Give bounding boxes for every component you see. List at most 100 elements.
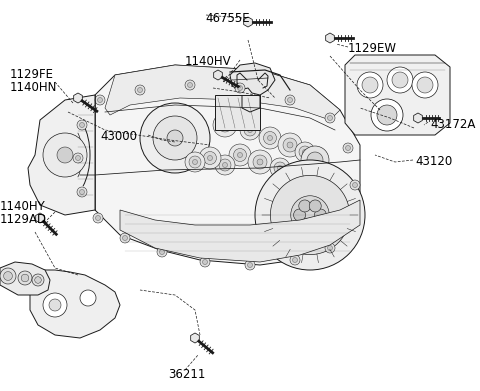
Circle shape bbox=[80, 122, 84, 127]
Circle shape bbox=[314, 209, 326, 221]
Circle shape bbox=[301, 196, 329, 224]
Circle shape bbox=[18, 271, 32, 285]
Circle shape bbox=[248, 150, 272, 174]
Circle shape bbox=[140, 103, 210, 173]
Circle shape bbox=[218, 118, 232, 132]
Text: 1129AD: 1129AD bbox=[0, 213, 47, 226]
Circle shape bbox=[293, 208, 317, 232]
Circle shape bbox=[327, 246, 333, 251]
Circle shape bbox=[57, 147, 73, 163]
Text: 43000: 43000 bbox=[100, 130, 137, 143]
Text: 36211: 36211 bbox=[168, 368, 205, 381]
Circle shape bbox=[215, 155, 235, 175]
Circle shape bbox=[185, 152, 205, 172]
Circle shape bbox=[167, 130, 183, 146]
Circle shape bbox=[270, 158, 290, 178]
Circle shape bbox=[223, 163, 228, 167]
Circle shape bbox=[288, 97, 292, 102]
Circle shape bbox=[248, 262, 252, 267]
Circle shape bbox=[97, 97, 103, 102]
Circle shape bbox=[301, 146, 329, 174]
Circle shape bbox=[293, 169, 307, 181]
Polygon shape bbox=[36, 213, 44, 223]
Circle shape bbox=[35, 277, 41, 283]
Circle shape bbox=[95, 95, 105, 105]
Polygon shape bbox=[30, 270, 120, 338]
Circle shape bbox=[188, 83, 192, 88]
Circle shape bbox=[244, 124, 256, 136]
Circle shape bbox=[412, 72, 438, 98]
Circle shape bbox=[371, 99, 403, 131]
Circle shape bbox=[204, 151, 216, 165]
Circle shape bbox=[257, 159, 263, 165]
Text: 1140HV: 1140HV bbox=[185, 55, 232, 68]
Circle shape bbox=[120, 233, 130, 243]
Circle shape bbox=[392, 72, 408, 88]
Circle shape bbox=[199, 147, 221, 169]
Circle shape bbox=[299, 146, 311, 158]
Circle shape bbox=[301, 171, 329, 199]
Text: 1129EW: 1129EW bbox=[348, 42, 397, 55]
Circle shape bbox=[357, 72, 383, 98]
Polygon shape bbox=[214, 70, 222, 80]
Circle shape bbox=[80, 190, 84, 194]
Polygon shape bbox=[244, 17, 252, 27]
Circle shape bbox=[49, 299, 61, 311]
Polygon shape bbox=[230, 63, 275, 95]
Circle shape bbox=[283, 138, 297, 152]
Circle shape bbox=[137, 88, 143, 93]
Circle shape bbox=[302, 149, 308, 154]
Text: 1140HN: 1140HN bbox=[10, 81, 58, 94]
Polygon shape bbox=[28, 95, 95, 215]
Text: 43172A: 43172A bbox=[430, 118, 475, 131]
Circle shape bbox=[290, 255, 300, 265]
Circle shape bbox=[73, 153, 83, 163]
Circle shape bbox=[233, 149, 247, 161]
Circle shape bbox=[219, 159, 231, 171]
Circle shape bbox=[229, 144, 251, 166]
Circle shape bbox=[292, 258, 298, 262]
Circle shape bbox=[307, 177, 323, 193]
Circle shape bbox=[291, 196, 329, 234]
Circle shape bbox=[309, 218, 321, 230]
Polygon shape bbox=[191, 333, 199, 343]
Bar bbox=[215, 95, 260, 130]
Polygon shape bbox=[105, 65, 340, 120]
Polygon shape bbox=[80, 65, 360, 265]
Circle shape bbox=[255, 160, 365, 270]
Circle shape bbox=[346, 145, 350, 151]
Circle shape bbox=[277, 165, 283, 170]
Circle shape bbox=[289, 164, 311, 186]
Circle shape bbox=[350, 180, 360, 190]
Circle shape bbox=[298, 213, 312, 227]
Circle shape bbox=[159, 249, 165, 255]
Circle shape bbox=[278, 133, 302, 157]
Circle shape bbox=[43, 293, 67, 317]
Circle shape bbox=[185, 80, 195, 90]
Circle shape bbox=[325, 113, 335, 123]
Circle shape bbox=[285, 95, 295, 105]
Polygon shape bbox=[325, 33, 335, 43]
Circle shape bbox=[248, 127, 252, 133]
Circle shape bbox=[325, 243, 335, 253]
Circle shape bbox=[222, 122, 228, 128]
Circle shape bbox=[259, 127, 281, 149]
Circle shape bbox=[295, 142, 315, 162]
Circle shape bbox=[96, 215, 100, 221]
Circle shape bbox=[238, 86, 242, 90]
Circle shape bbox=[238, 152, 242, 158]
Circle shape bbox=[77, 120, 87, 130]
Text: 1140HY: 1140HY bbox=[0, 200, 46, 213]
Circle shape bbox=[294, 209, 306, 221]
Circle shape bbox=[299, 218, 311, 230]
Circle shape bbox=[213, 113, 237, 137]
Polygon shape bbox=[345, 55, 450, 135]
Circle shape bbox=[253, 155, 267, 169]
Circle shape bbox=[299, 200, 311, 212]
Circle shape bbox=[327, 115, 333, 120]
Circle shape bbox=[3, 272, 12, 280]
Circle shape bbox=[417, 77, 433, 93]
Circle shape bbox=[387, 67, 413, 93]
Circle shape bbox=[264, 131, 276, 145]
Circle shape bbox=[267, 136, 273, 140]
